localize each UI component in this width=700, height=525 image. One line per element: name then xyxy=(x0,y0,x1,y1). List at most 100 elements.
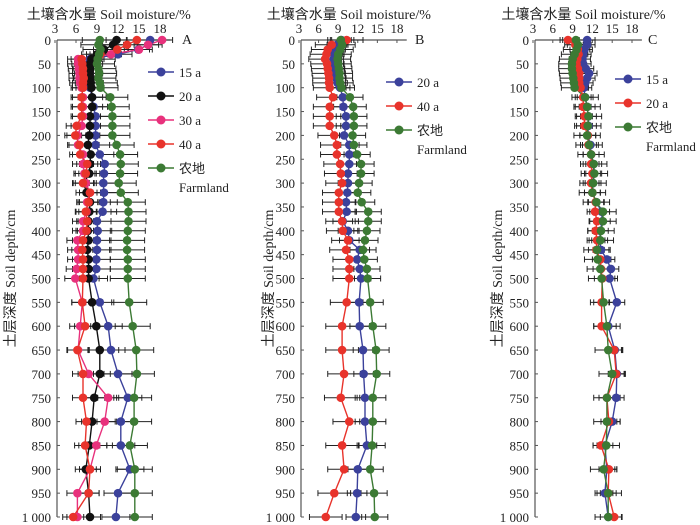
y-tick-label: 50 xyxy=(282,57,295,72)
data-point xyxy=(602,321,612,331)
panel-label: C xyxy=(648,33,657,48)
legend-label: 15 a xyxy=(646,72,668,87)
data-point xyxy=(321,512,331,522)
y-tick-label: 200 xyxy=(510,128,530,143)
data-point xyxy=(344,274,354,283)
data-point xyxy=(87,92,97,102)
data-point xyxy=(342,207,351,217)
data-point xyxy=(337,178,347,188)
data-point xyxy=(123,255,133,264)
data-point xyxy=(337,441,347,450)
data-point xyxy=(85,121,95,131)
data-point xyxy=(598,207,608,217)
data-point xyxy=(114,178,123,188)
x-tick-label: 9 xyxy=(94,21,101,36)
data-point xyxy=(92,255,101,264)
y-tick-label: 400 xyxy=(276,224,296,239)
data-point xyxy=(352,255,362,264)
data-point xyxy=(85,131,94,140)
data-point xyxy=(108,131,117,140)
y-tick-label: 950 xyxy=(32,486,52,501)
data-point xyxy=(596,226,606,236)
data-point xyxy=(83,140,93,150)
data-point xyxy=(129,417,139,426)
legend-marker xyxy=(156,115,166,125)
x-tick-label: 12 xyxy=(351,21,364,36)
data-point xyxy=(78,245,87,255)
data-point xyxy=(112,140,121,150)
data-point xyxy=(132,35,142,45)
data-point xyxy=(365,298,375,307)
legend-marker xyxy=(156,91,166,101)
x-tick-label: 3 xyxy=(296,21,303,36)
x-tick-label: 9 xyxy=(335,21,342,36)
data-point xyxy=(570,83,579,92)
legend-label: 30 a xyxy=(179,113,201,128)
data-point xyxy=(107,102,116,112)
data-point xyxy=(602,417,612,426)
data-point xyxy=(130,512,140,522)
data-point xyxy=(122,245,132,255)
data-point xyxy=(599,465,608,474)
y-tick-label: 450 xyxy=(510,248,530,263)
data-point xyxy=(588,188,597,197)
data-point xyxy=(597,274,606,283)
x-tick-label: 6 xyxy=(73,21,80,36)
data-point xyxy=(100,159,109,169)
data-point xyxy=(349,121,359,131)
data-point xyxy=(85,465,95,474)
legend: 15 a 20 a 农地 Farmland xyxy=(615,72,696,154)
data-point xyxy=(586,150,596,159)
panel-label: B xyxy=(415,33,424,48)
data-point xyxy=(72,121,81,131)
y-axis-title: 土层深度 Soil depth/cm xyxy=(490,210,506,348)
data-point xyxy=(103,393,113,403)
data-point xyxy=(607,369,617,379)
data-point xyxy=(77,102,86,112)
data-point xyxy=(369,488,379,498)
y-tick-label: 1 000 xyxy=(22,510,51,525)
data-point xyxy=(611,393,621,403)
data-point xyxy=(335,159,345,169)
data-point xyxy=(92,245,102,255)
legend-label-cn: 农地 xyxy=(417,123,443,138)
data-point xyxy=(356,159,366,169)
y-tick-label: 350 xyxy=(32,200,52,215)
data-point xyxy=(363,274,372,283)
data-point xyxy=(358,245,368,255)
data-point xyxy=(357,197,366,207)
x-tick-label: 18 xyxy=(626,21,639,36)
data-point xyxy=(325,102,334,112)
y-tick-label: 0 xyxy=(45,33,52,48)
data-point xyxy=(106,92,115,102)
y-tick-label: 550 xyxy=(510,295,530,310)
legend: 20 a 40 a 农地 Farmland xyxy=(386,75,467,157)
data-point xyxy=(337,345,347,355)
y-tick-label: 900 xyxy=(510,462,530,477)
y-tick-label: 650 xyxy=(32,343,52,358)
data-point xyxy=(355,264,365,274)
legend-marker xyxy=(394,77,404,87)
y-tick-label: 100 xyxy=(510,81,530,96)
data-point xyxy=(73,488,82,498)
x-tick-label: 3 xyxy=(530,21,537,36)
data-point xyxy=(356,274,366,283)
y-tick-label: 650 xyxy=(510,343,530,358)
data-point xyxy=(353,465,363,474)
data-point xyxy=(80,321,90,331)
data-point xyxy=(343,188,352,197)
data-point xyxy=(368,393,378,403)
y-tick-label: 650 xyxy=(276,343,296,358)
y-tick-label: 250 xyxy=(32,152,52,167)
data-point xyxy=(580,92,590,102)
data-point xyxy=(603,345,613,355)
data-point xyxy=(362,264,372,274)
data-point xyxy=(363,207,373,217)
data-point xyxy=(95,345,105,355)
data-point xyxy=(75,150,85,159)
data-point xyxy=(143,40,153,50)
y-tick-label: 850 xyxy=(510,438,530,453)
data-point xyxy=(125,441,135,450)
data-point xyxy=(582,131,592,140)
data-point xyxy=(132,369,142,379)
